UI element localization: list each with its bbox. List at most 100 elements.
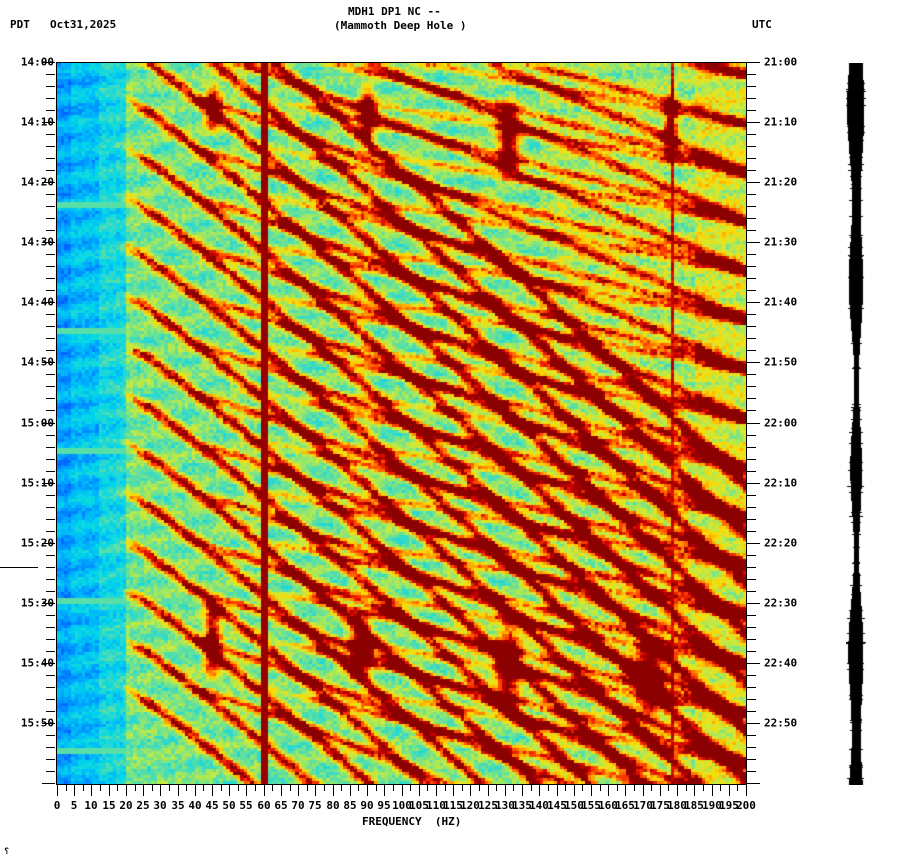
time-tick-minor-right (747, 194, 756, 195)
time-tick-minor-left (46, 687, 55, 688)
time-tick-minor-left (46, 651, 55, 652)
page-subtitle: (Mammoth Deep Hole ) (334, 19, 467, 32)
time-tick-minor-right (747, 374, 756, 375)
time-tick-minor-left (46, 747, 55, 748)
freq-tick-label: 55 (239, 799, 253, 812)
freq-tick-label: 50 (222, 799, 236, 812)
freq-tick-label: 145 (547, 799, 567, 812)
freq-tick-major (643, 785, 644, 796)
freq-tick-label: 115 (443, 799, 463, 812)
freq-tick-minor (427, 785, 428, 791)
time-tick-minor-right (747, 170, 756, 171)
time-tick-minor-right (747, 230, 756, 231)
freq-tick-minor (376, 785, 377, 791)
time-tick-minor-right (747, 158, 756, 159)
freq-tick-label: 180 (667, 799, 687, 812)
freq-tick-label: 80 (326, 799, 340, 812)
freq-tick-minor (600, 785, 601, 791)
freq-tick-major (729, 785, 730, 796)
freq-tick-label: 185 (684, 799, 704, 812)
time-tick-minor-left (46, 350, 55, 351)
time-tick-minor-left (46, 278, 55, 279)
freq-tick-minor (255, 785, 256, 791)
time-tick-minor-left (46, 410, 55, 411)
freq-tick-label: 75 (308, 799, 322, 812)
time-label-utc: 22:50 (764, 716, 798, 730)
freq-tick-minor (668, 785, 669, 791)
freq-tick-minor (341, 785, 342, 791)
time-tick-major-right (747, 242, 760, 243)
time-label-pdt: 14:30 (20, 235, 54, 249)
time-tick-major-left (42, 483, 55, 484)
time-tick-major-right (747, 483, 760, 484)
time-label-pdt: 15:40 (20, 656, 54, 670)
freq-tick-minor (462, 785, 463, 791)
freq-tick-minor (686, 785, 687, 791)
time-tick-minor-left (46, 459, 55, 460)
time-label-utc: 21:40 (764, 295, 798, 309)
freq-tick-major (470, 785, 471, 796)
freq-tick-minor (565, 785, 566, 791)
time-tick-major-left (42, 242, 55, 243)
time-tick-minor-left (46, 386, 55, 387)
freq-tick-label: 95 (377, 799, 391, 812)
time-tick-minor-right (747, 699, 756, 700)
freq-tick-label: 195 (719, 799, 739, 812)
time-tick-minor-left (46, 531, 55, 532)
spectrogram-plot (56, 62, 747, 785)
freq-tick-major (178, 785, 179, 796)
time-tick-minor-left (46, 290, 55, 291)
freq-tick-minor (117, 785, 118, 791)
freq-tick-minor (135, 785, 136, 791)
time-tick-major-right (747, 783, 760, 784)
time-tick-minor-left (46, 338, 55, 339)
freq-tick-major (677, 785, 678, 796)
freq-tick-major (453, 785, 454, 796)
time-tick-minor-left (46, 735, 55, 736)
time-tick-minor-right (747, 206, 756, 207)
freq-tick-label: 130 (495, 799, 515, 812)
time-label-utc: 22:10 (764, 476, 798, 490)
time-tick-major-left (42, 423, 55, 424)
time-tick-minor-right (747, 326, 756, 327)
time-tick-major-right (747, 302, 760, 303)
time-tick-major-left (42, 543, 55, 544)
time-tick-minor-right (747, 627, 756, 628)
freq-tick-minor (582, 785, 583, 791)
trace-time-marker (0, 567, 38, 568)
freq-tick-major (160, 785, 161, 796)
page-title: MDH1 DP1 NC -- (348, 5, 441, 18)
time-tick-minor-left (46, 86, 55, 87)
time-label-utc: 22:40 (764, 656, 798, 670)
freq-tick-label: 60 (257, 799, 271, 812)
time-tick-minor-right (747, 771, 756, 772)
frequency-axis: FREQUENCY (HZ) 0 5 10 15 20 25 30 35 40 45 50 55 60 6… (0, 785, 902, 864)
time-tick-minor-right (747, 531, 756, 532)
freq-tick-minor (410, 785, 411, 791)
time-tick-minor-left (46, 711, 55, 712)
time-label-pdt: 15:20 (20, 536, 54, 550)
freq-tick-minor (100, 785, 101, 791)
freq-tick-major (608, 785, 609, 796)
time-label-utc: 22:00 (764, 416, 798, 430)
time-tick-minor-left (46, 759, 55, 760)
freq-tick-label: 45 (205, 799, 219, 812)
freq-tick-major (333, 785, 334, 796)
freq-tick-label: 120 (460, 799, 480, 812)
freq-tick-label: 35 (171, 799, 185, 812)
freq-tick-label: 155 (581, 799, 601, 812)
freq-tick-minor (324, 785, 325, 791)
freq-tick-major (212, 785, 213, 796)
time-tick-minor-left (46, 567, 55, 568)
time-tick-minor-left (46, 555, 55, 556)
freq-tick-minor (152, 785, 153, 791)
freq-tick-minor (513, 785, 514, 791)
freq-tick-major (694, 785, 695, 796)
time-tick-major-right (747, 543, 760, 544)
time-tick-minor-right (747, 675, 756, 676)
time-tick-minor-right (747, 314, 756, 315)
freq-tick-minor (720, 785, 721, 791)
corner-artifact-glyph: ⸮ (4, 847, 10, 857)
time-tick-minor-right (747, 278, 756, 279)
time-label-utc: 21:10 (764, 115, 798, 129)
